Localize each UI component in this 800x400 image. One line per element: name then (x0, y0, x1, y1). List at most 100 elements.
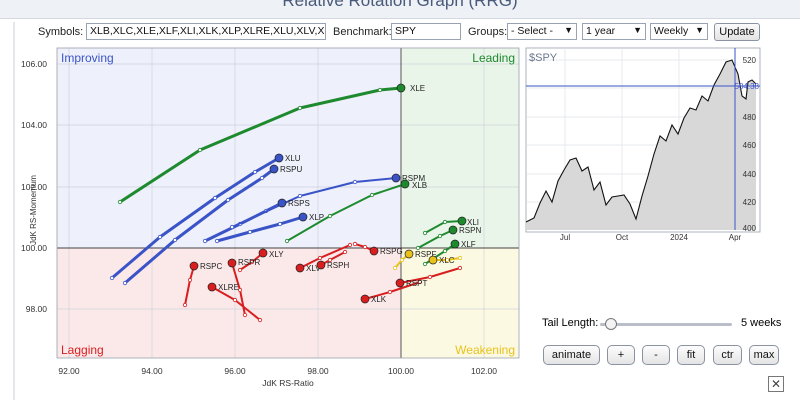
tail-point (252, 169, 258, 175)
maximize-button[interactable]: max (749, 345, 779, 365)
head-xly[interactable] (258, 248, 268, 258)
x-tick-label: 92.00 (58, 366, 80, 376)
tail-point (187, 277, 193, 283)
tail-point (277, 221, 283, 227)
page-title-text: Relative Rotation Graph (RRG) (282, 0, 518, 10)
interval-select[interactable]: Weekly ▼ (650, 23, 708, 40)
animate-button[interactable]: animate (543, 345, 600, 365)
head-xlu[interactable] (274, 153, 284, 163)
symbol-label-rsph: RSPH (327, 261, 349, 270)
tail-point (317, 255, 323, 261)
tail-point (122, 280, 128, 286)
head-xlf[interactable] (450, 239, 460, 249)
quadrant-weakening (401, 248, 519, 358)
symbol-label-rspg: RSPG (380, 247, 403, 256)
head-xlre[interactable] (207, 282, 217, 292)
tail-point (214, 238, 220, 244)
symbol-label-xlp: XLP (309, 213, 324, 222)
head-xlb[interactable] (400, 179, 410, 189)
x-tick-label: 98.00 (307, 366, 329, 376)
symbols-input[interactable]: XLB,XLC,XLE,XLF,XLI,XLK,XLP,XLRE,XLU,XLV… (86, 23, 326, 40)
tail-point (415, 245, 421, 251)
x-tick-label: 96.00 (224, 366, 246, 376)
tail-point (422, 230, 428, 236)
spy-y-tick: 400 (743, 224, 757, 233)
quadrant-label-leading: Leading (472, 51, 515, 65)
center-button[interactable]: ctr (713, 345, 742, 365)
tail-point (457, 255, 463, 261)
period-select[interactable]: 1 year ▼ (582, 23, 646, 40)
tail-point (457, 265, 463, 271)
chevron-down-icon: ▼ (564, 25, 573, 35)
head-xlp[interactable] (298, 212, 308, 222)
symbol-label-xlk: XLK (371, 295, 387, 304)
controls-panel: Tail Length: 5 weeks animate + - fit ctr… (540, 305, 800, 375)
tail-point (417, 279, 423, 285)
zoom-out-button[interactable]: - (642, 345, 670, 365)
tail-point (212, 195, 218, 201)
tail-point (377, 87, 383, 93)
chevron-down-icon: ▼ (695, 25, 704, 35)
y-tick-label: 98.00 (26, 304, 48, 314)
tail-point (229, 224, 235, 230)
head-xlv[interactable] (295, 263, 305, 273)
symbol-label-rspf: RSPF (415, 250, 436, 259)
head-rspc[interactable] (189, 261, 199, 271)
tail-point (202, 238, 208, 244)
benchmark-input[interactable]: SPY (391, 23, 461, 40)
symbol-label-xlre: XLRE (218, 283, 239, 292)
tail-point (232, 297, 238, 303)
head-rsph[interactable] (316, 260, 326, 270)
head-rspg[interactable] (369, 246, 379, 256)
tail-point (117, 199, 123, 205)
spy-y-tick: 420 (743, 198, 757, 207)
tail-xlb (286, 183, 406, 242)
spy-y-tick: 460 (743, 141, 757, 150)
head-rsps[interactable] (277, 198, 287, 208)
head-rspm[interactable] (391, 173, 401, 183)
head-xlk[interactable] (360, 294, 370, 304)
tail-point (109, 275, 115, 281)
spy-price-line (525, 59, 757, 223)
groups-select[interactable]: - Select - ▼ (507, 23, 577, 40)
symbol-label-xle: XLE (410, 84, 425, 93)
tail-length-slider[interactable] (600, 318, 732, 330)
update-button[interactable]: Update (714, 23, 760, 41)
symbol-label-xli: XLI (467, 218, 479, 227)
head-xli[interactable] (457, 216, 467, 226)
head-rspn[interactable] (448, 225, 458, 235)
tail-point (444, 257, 450, 263)
tail-xlp (215, 215, 305, 243)
head-rspu[interactable] (269, 164, 279, 174)
slider-handle[interactable] (604, 318, 617, 330)
tail-point (297, 105, 303, 111)
tail-point (172, 237, 178, 243)
tail-point (387, 289, 393, 295)
spy-x-ticks: Jul Oct 2024 Apr (560, 233, 742, 242)
quadrant-label-lagging: Lagging (61, 343, 104, 357)
tail-point (157, 234, 163, 240)
zoom-in-button[interactable]: + (607, 345, 635, 365)
fit-button[interactable]: fit (677, 345, 705, 365)
head-xlc[interactable] (428, 255, 438, 265)
close-icon[interactable]: ✕ (768, 376, 784, 392)
spy-x-tick: Apr (729, 233, 742, 242)
tail-point (237, 287, 243, 293)
tail-point (392, 265, 398, 271)
head-rspt[interactable] (395, 278, 405, 288)
x-tick-label: 100.00 (388, 366, 414, 376)
tail-point (442, 219, 448, 225)
symbol-label-rspc: RSPC (200, 262, 222, 271)
grid (57, 48, 519, 358)
y-tick-label: 102.00 (21, 182, 47, 192)
x-axis-label: JdK RS-Ratio (262, 378, 314, 388)
head-rspf[interactable] (404, 249, 414, 259)
tail-length-label: Tail Length: (542, 317, 599, 329)
head-rspr[interactable] (227, 258, 237, 268)
quadrant-lagging (57, 248, 401, 358)
head-xle[interactable] (396, 83, 406, 93)
tail-point (247, 229, 253, 235)
tail-point (399, 257, 405, 263)
